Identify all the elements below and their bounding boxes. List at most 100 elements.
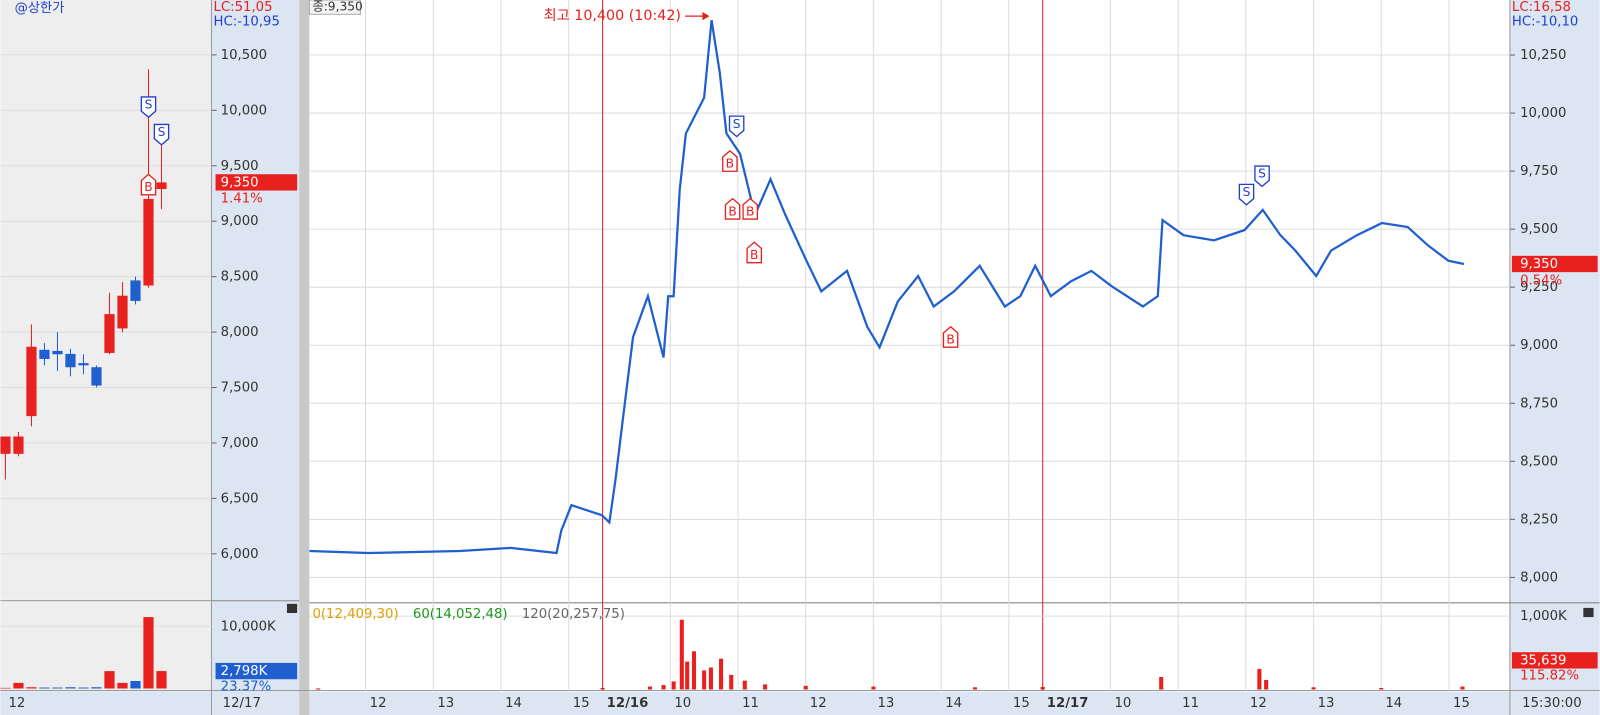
right-hc: HC:-10,10: [1512, 14, 1578, 29]
candle-body: [78, 363, 89, 366]
volume-bar: [1379, 688, 1384, 690]
volume-bar: [130, 681, 141, 689]
x-tick-label: 15: [1013, 696, 1030, 711]
y-tick-label: 9,000: [221, 214, 259, 229]
volume-bar: [1311, 687, 1316, 690]
left-plot-bg: [0, 0, 212, 600]
volume-bar: [1040, 686, 1045, 690]
signal-label: B: [726, 157, 734, 171]
price-marker-label: 9,350: [1520, 257, 1558, 272]
y-tick-label: 6,000: [221, 547, 259, 562]
volume-bar: [803, 685, 808, 690]
signal-label: B: [750, 248, 758, 262]
y-tick-label: 7,000: [221, 436, 259, 451]
volume-bar: [719, 658, 724, 690]
main-date-bar: [309, 691, 1510, 715]
x-tick-label: 13: [878, 696, 895, 711]
signal-badge: [140, 173, 157, 196]
left-candles: [0, 69, 167, 480]
y-tick-label: 8,500: [1520, 454, 1558, 469]
signal-badge: [1254, 165, 1270, 188]
volume-bar: [78, 687, 89, 689]
main-plot-bg: [309, 0, 1510, 692]
signal-label: S: [733, 117, 741, 131]
volume-marker-label: 35,639: [1520, 653, 1566, 668]
volume-bar: [104, 671, 115, 689]
price-marker: [1511, 255, 1598, 273]
signal-label: B: [144, 180, 152, 194]
x-tick-label: 14: [505, 696, 522, 711]
signal-badge: [742, 197, 758, 220]
y-tick-label: 9,750: [1520, 164, 1558, 179]
y-tick-label: 10,000: [1520, 106, 1566, 121]
x-tick-label: 13: [1318, 696, 1335, 711]
x-tick-label: 14: [1385, 696, 1402, 711]
candle-body: [39, 349, 50, 360]
volume-bar: [661, 685, 666, 690]
volume-change: 115.82%: [1520, 669, 1579, 684]
right-lc: LC:16,58: [1512, 0, 1571, 15]
annotation: 최고 10,400 (10:42): [544, 7, 681, 24]
y-tick-label: 9,500: [221, 159, 259, 174]
volume-change: 23.37%: [221, 679, 272, 694]
y-tick-label: 9,000: [1520, 338, 1558, 353]
volume-bar: [679, 619, 684, 690]
left-date-label: 12: [9, 696, 26, 711]
time-label: 15:30:00: [1522, 696, 1582, 711]
signal-badge: [728, 115, 745, 138]
candle-body: [117, 295, 128, 329]
candle-body: [52, 350, 63, 355]
volume-bar: [0, 687, 11, 689]
x-tick-label: 11: [742, 696, 759, 711]
price-change: 1.41%: [221, 192, 263, 207]
splitter[interactable]: [299, 0, 310, 715]
y-tick-label: 10,000: [221, 103, 267, 118]
close-label: 종:9,350: [312, 0, 362, 14]
candle-body: [13, 436, 24, 454]
close-box: [308, 0, 361, 15]
volume-bar: [702, 670, 707, 690]
y-tick-label: 6,500: [221, 491, 259, 506]
volume-legend: 120(20,257,75): [522, 607, 625, 622]
x-tick-label: 11: [1182, 696, 1199, 711]
right-axis-bg: [1509, 0, 1600, 715]
signal-badge: [153, 123, 170, 146]
volume-legend: 60(14,052,48): [413, 607, 508, 622]
panel-close-button[interactable]: [286, 603, 298, 614]
y-tick-label: 10,000K: [221, 619, 276, 634]
volume-bar: [143, 617, 154, 689]
y-tick-label: 8,000: [221, 325, 259, 340]
signal-label: S: [1243, 185, 1251, 199]
y-tick-label: 8,250: [1520, 512, 1558, 527]
volume-bar: [39, 687, 50, 689]
volume-bar: [1159, 677, 1164, 690]
volume-bar: [671, 681, 676, 690]
y-tick-label: 9,250: [1520, 280, 1558, 295]
candle-body: [104, 314, 115, 353]
volume-bar: [729, 674, 734, 690]
signal-badge: [722, 149, 738, 172]
candle-body: [91, 367, 102, 386]
volume-bar: [871, 686, 876, 690]
price-marker: [215, 174, 298, 191]
signal-badge: [724, 197, 741, 220]
x-tick-label: 13: [437, 696, 454, 711]
candle-body: [130, 280, 141, 301]
volume-marker: [215, 662, 298, 680]
panel-close-button[interactable]: [1583, 607, 1594, 618]
volume-bar: [117, 682, 128, 689]
signal-label: S: [145, 98, 153, 112]
volume-bar: [316, 688, 321, 690]
y-tick-label: 10,250: [1520, 48, 1566, 63]
y-tick-label: 8,500: [221, 270, 259, 285]
y-tick-label: 7,500: [221, 381, 259, 396]
x-tick-label: 12: [370, 696, 387, 711]
volume-bar: [91, 687, 102, 689]
left-date-bar: [0, 691, 212, 715]
x-tick-label: 15: [1453, 696, 1470, 711]
left-lc: LC:51,05: [214, 0, 273, 15]
signal-badge: [1238, 183, 1255, 206]
